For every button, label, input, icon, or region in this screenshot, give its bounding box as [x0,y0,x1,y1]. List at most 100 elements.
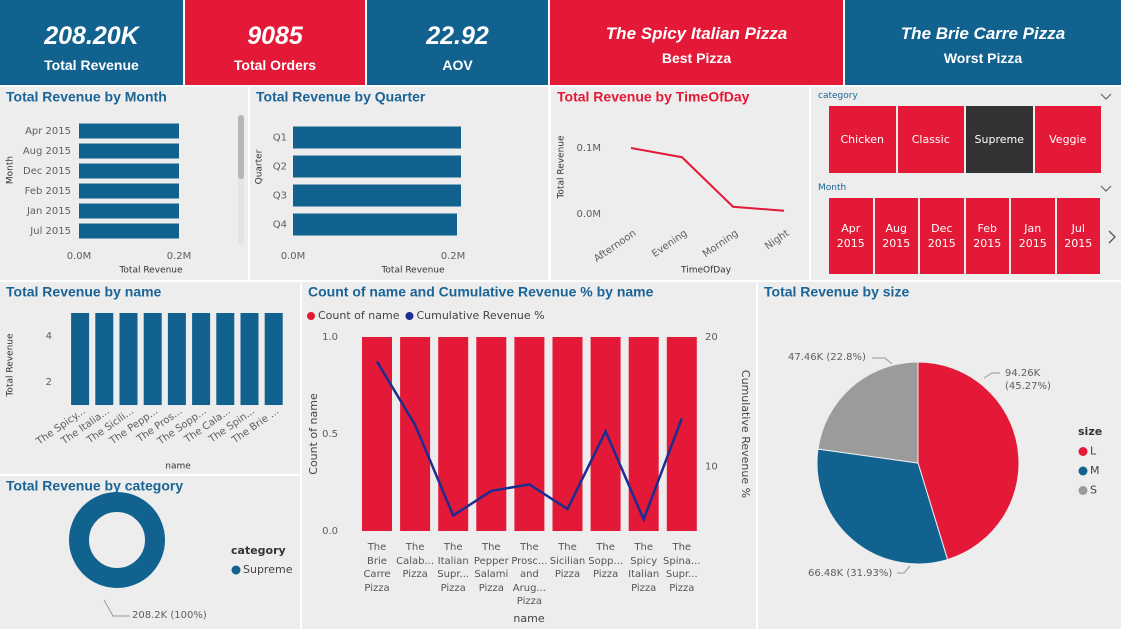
slicer-chevron[interactable] [1100,185,1112,193]
kpi-card: 22.92 AOV [367,0,548,85]
legend-marker [405,312,414,320]
x-tick-label: The Italian Supr... Pizza [437,542,470,594]
legend-marker [1078,447,1088,456]
axis-title: Total Revenue [557,135,567,200]
y-tick-label: Q3 [273,191,287,202]
chart-title: Total Revenue by size [764,284,909,300]
chart: Total Revenue by Quarter 0.0M 0.2M Q1 Q2 Q3 Q4… [255,89,466,276]
slicer-button[interactable]: Jul 2015 [1056,198,1100,274]
chart: Total Revenue by TimeOfDay 0.0M 0.1M Aftern… [557,89,792,276]
y-tick-label: Dec 2015 [23,166,71,177]
x-tick-label: The Pepper Salami Pizza [473,542,509,594]
y-tick-label: Q2 [273,162,287,173]
bar [666,337,697,531]
legend-label: Cumulative Revenue % [416,309,544,322]
chart-title: Total Revenue by name [6,284,162,300]
chart: Total Revenue by size size LMS [764,284,1102,574]
bar [264,313,283,405]
slicer-row: Apr 2015 Aug 2015 Dec 2015 Feb 2015 Jan 2015… [829,198,1100,274]
kpi-value: The Spicy Italian Pizza [605,24,788,43]
leader-line [103,599,130,617]
legend-marker [1078,466,1088,476]
slicer-title: Month [818,183,847,193]
slicer-button[interactable]: Jan 2015 [1011,198,1055,274]
legend-label: Supreme [243,563,293,576]
chart-panel: Total Revenue by size size L M S 94.26K (45.2… [758,282,1121,629]
chart-panel: Total Revenue by name 2 4 The Spicy... The I… [0,282,300,474]
axis-title: name [513,612,544,625]
axis-title: Quarter [255,149,265,184]
bar [552,337,583,531]
legend-label: M [1090,464,1100,477]
y2-tick-label: 10 [705,461,718,472]
bar [79,203,179,219]
scrollbar-track [238,115,244,245]
y-tick-label: Q1 [273,133,287,144]
data-label: 66.48K (31.93%) [808,568,893,579]
slicer-row: Chicken Classic Supreme Veggie [829,106,1101,173]
legend-label: Count of name [318,309,400,322]
x-tick-label: The Spicy Italian Pizza [628,542,660,594]
slicer-chevron[interactable] [1100,93,1112,101]
slicer-button[interactable]: Apr 2015 [829,198,873,274]
kpi-label: AOV [442,57,473,73]
kpi-card: 208.20K Total Revenue [0,0,183,85]
slicer-button[interactable]: Veggie [1034,106,1101,173]
y-tick-label: 2 [46,377,52,388]
y-tick-label: Apr 2015 [25,126,71,137]
kpi-card: The Brie Carre Pizza Worst Pizza [845,0,1121,85]
pie-slice [917,361,1020,561]
x-tick-label: The Prosc... and Arug... Pizza [511,542,548,607]
kpi-label: Total Orders [233,57,317,73]
bar [216,313,235,405]
bar [362,337,392,531]
y-tick-label: 1.0 [322,332,338,343]
x-tick-label: 0.2M [441,251,466,262]
chart: Total Revenue by Month 0.0M 0.2M Apr 2015 Au… [6,89,244,276]
y-tick-label: 0.1M [576,143,601,154]
chart-title: Total Revenue by TimeOfDay [557,89,750,105]
slicer-button[interactable]: Dec 2015 [920,198,964,274]
slicer-button[interactable]: Supreme [966,106,1033,173]
slicer-button[interactable]: Classic [897,106,964,173]
kpi-value: 9085 [247,22,303,50]
kpi-label: Total Revenue [44,57,139,73]
y-tick-label: Jul 2015 [29,226,71,237]
legend-marker [1078,486,1088,495]
chart-panel: Total Revenue by Month 0.0M 0.2M Apr 2015 Au… [0,87,248,280]
axis-title: Total Revenue [6,333,16,398]
kpi-card: The Spicy Italian Pizza Best Pizza [550,0,843,85]
slicer-button[interactable]: Chicken [829,106,896,173]
x-tick-label: The Calab... Pizza [396,542,435,580]
scrollbar-thumb[interactable] [238,115,244,179]
y-tick-label: 4 [46,331,52,342]
kpi-value: 22.92 [426,22,489,50]
bar [79,183,179,199]
bar [79,123,179,139]
y-tick-label: 0.5 [322,429,338,440]
line [375,360,683,523]
chart-panel: Total Revenue by category category Supreme… [0,476,300,629]
kpi-value: 208.20K [44,22,139,50]
leader-line [897,565,911,574]
chart-title: Total Revenue by Quarter [256,89,426,105]
legend-marker [231,565,241,575]
y-tick-label: 0.0 [322,526,338,537]
chart-title: Count of name and Cumulative Revenue % b… [308,284,654,300]
y-tick-label: Jan 2015 [26,206,71,217]
slicer-button[interactable]: Feb 2015 [965,198,1009,274]
slicer-next[interactable] [1107,230,1117,244]
kpi-label: Best Pizza [661,50,732,66]
bar [438,337,469,531]
slicer-button[interactable]: Aug 2015 [874,198,918,274]
bar [167,313,186,405]
axis-title: Total Revenue [118,266,183,276]
data-label: 94.26K (45.27%) [1005,368,1051,392]
y-tick-label: Aug 2015 [23,146,71,157]
bar [293,184,461,207]
chart-panel: Total Revenue by Quarter 0.0M 0.2M Q1 Q2 Q3 Q4… [250,87,548,280]
legend-label: S [1090,484,1097,497]
bar [293,155,461,178]
